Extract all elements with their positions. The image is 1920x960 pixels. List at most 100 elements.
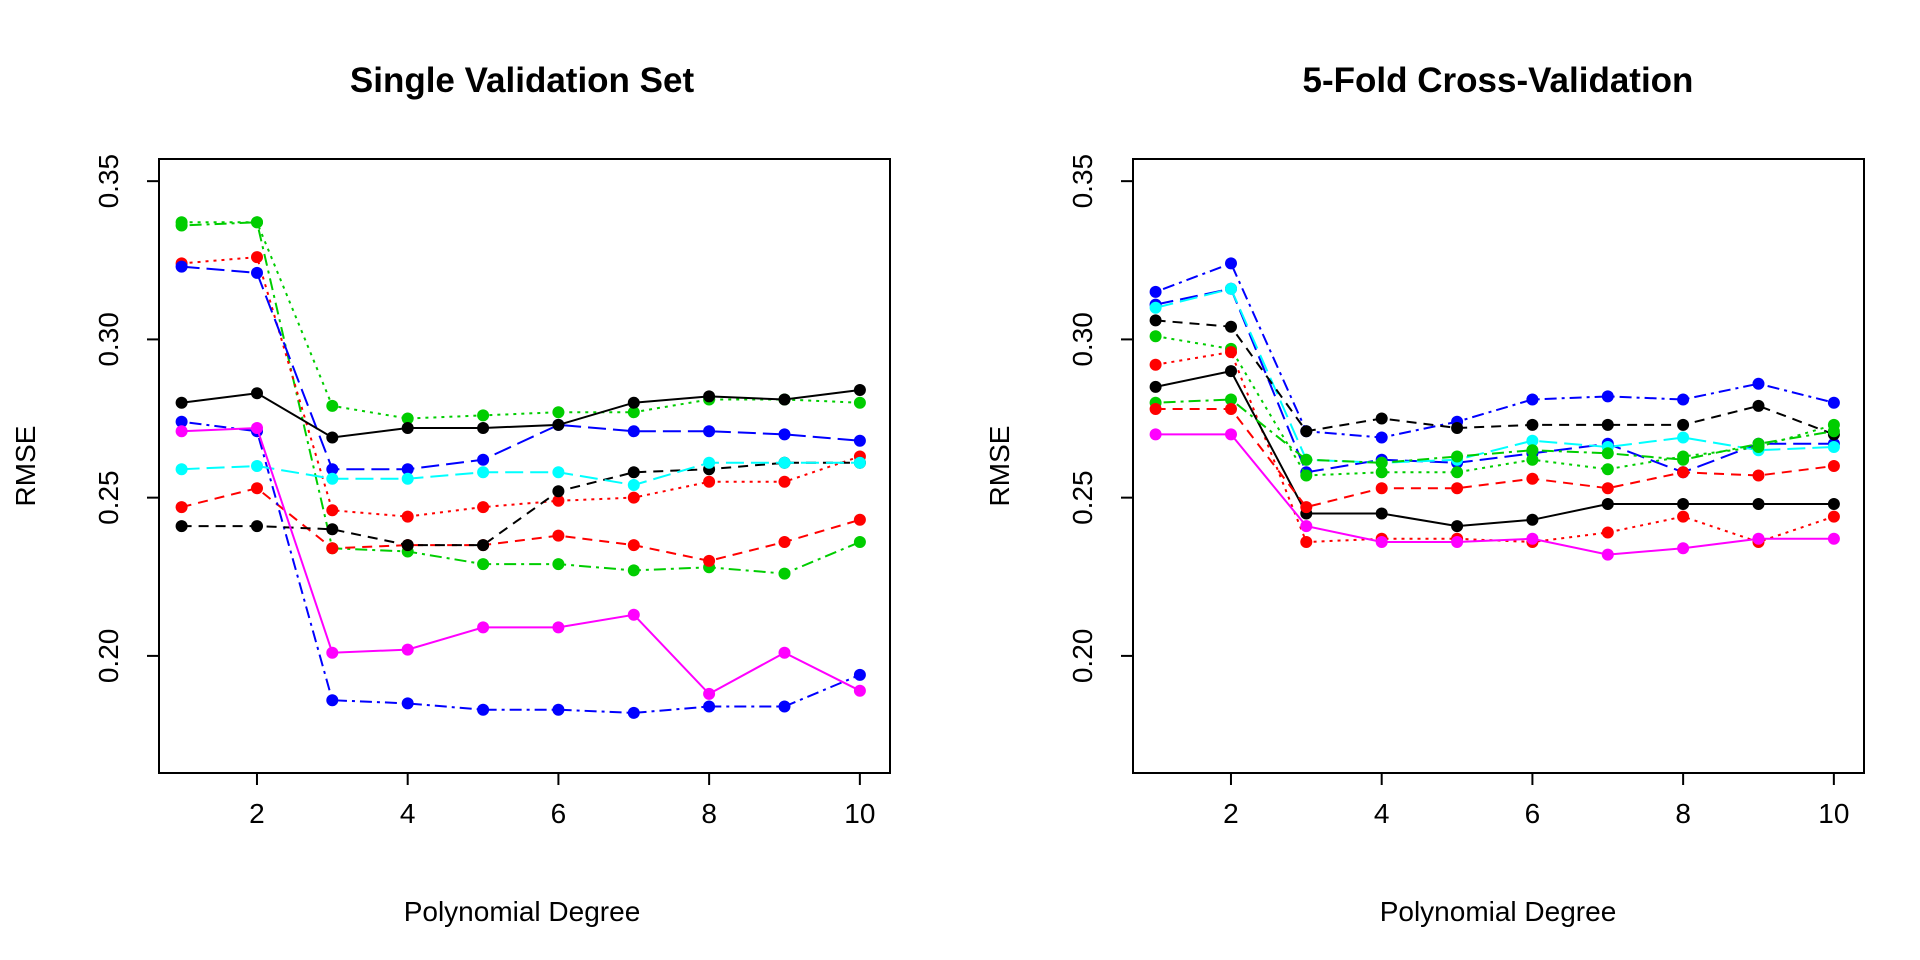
data-point [1752,498,1765,510]
data-point [401,412,414,425]
x-tick-label: 8 [1675,798,1691,829]
data-point [853,396,866,409]
series-line [181,420,861,714]
plot-frame [158,158,891,774]
data-point [853,668,866,681]
data-point [1300,453,1313,466]
data-point [1827,460,1840,472]
data-point [1375,466,1388,479]
data-point [627,539,640,552]
series-7 [175,384,866,444]
data-point [1526,393,1539,406]
data-point [477,621,490,634]
data-point [778,428,791,441]
series-line [1155,350,1835,544]
data-point [1752,532,1765,545]
x-tick-label: 10 [844,798,875,829]
data-point [627,396,640,409]
data-point [1149,428,1162,441]
data-point [326,399,339,412]
data-point [251,216,263,229]
data-point [853,513,866,526]
data-point [1300,536,1313,548]
x-axis: 2 4 6 8 10 [1223,773,1849,829]
data-point [477,422,490,434]
series-line [1155,369,1834,528]
data-point [1149,285,1162,298]
data-point [1827,396,1840,409]
data-point [1752,399,1765,412]
data-point [703,425,716,438]
data-point [1149,330,1162,343]
series-5 [175,260,866,476]
data-point [175,260,188,273]
series-4 [1149,314,1840,441]
data-point [1752,377,1765,390]
data-point [251,387,263,400]
data-point [627,706,640,719]
series-9 [1149,403,1840,514]
data-point [1526,472,1539,485]
data-point [1225,320,1237,333]
x-tick-label: 2 [249,798,265,829]
data-point [1526,453,1539,466]
data-point [1375,412,1388,425]
data-point [477,558,490,571]
data-point [1677,542,1690,555]
x-tick-label: 6 [551,798,567,829]
data-point [703,456,716,469]
data-point [1149,403,1162,415]
series-line [1155,433,1834,556]
data-point [853,684,866,697]
series-line [181,461,860,487]
y-axis-label: RMSE [984,426,1015,507]
data-point [552,494,565,507]
data-point [1526,532,1539,545]
x-axis: 2 4 6 8 10 [249,773,875,829]
data-point [477,501,490,514]
data-point [1225,365,1237,378]
data-point [627,608,640,621]
data-point [778,536,791,548]
data-point [401,422,414,434]
data-point [703,700,716,713]
data-point [1601,463,1614,476]
data-point [251,520,263,533]
data-point [552,485,565,498]
y-axis: 0.20 0.25 0.30 0.35 [93,154,159,683]
data-point [401,643,414,656]
data-point [175,501,188,514]
data-point [1677,431,1690,444]
data-point [1300,425,1313,438]
y-tick-label: 0.30 [93,312,124,367]
y-axis-label: RMSE [10,426,41,507]
series-6 [1149,346,1840,548]
series-8 [1149,393,1840,469]
data-point [552,558,565,571]
series-line [181,487,861,562]
data-point [326,472,339,485]
data-point [1149,301,1162,314]
data-point [1827,425,1840,438]
data-point [1601,482,1614,495]
data-point [477,703,490,716]
series-9 [175,456,866,491]
data-point [1601,548,1614,561]
data-point [1451,482,1464,495]
series-line [1155,287,1834,464]
data-point [1752,437,1765,450]
data-point [1677,510,1690,523]
data-point [326,431,339,444]
data-point [1677,466,1690,479]
series-group [1149,257,1840,561]
data-point [401,463,414,476]
panel-single-validation: Single Validation Set Polynomial Degree … [10,61,891,927]
data-point [175,415,188,428]
x-tick-label: 4 [1374,798,1390,829]
data-point [778,567,791,580]
data-point [251,266,263,279]
data-point [627,466,640,479]
data-point [401,510,414,523]
data-point [627,491,640,504]
